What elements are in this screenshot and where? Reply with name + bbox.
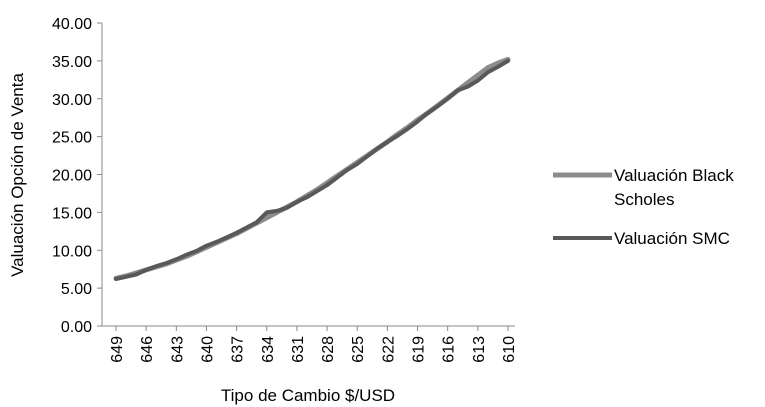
y-tick-label: 15.00 (52, 205, 92, 222)
x-tick-label: 649 (109, 336, 126, 363)
x-tick-label: 622 (380, 336, 397, 363)
y-axis-title: Valuación Opción de Venta (8, 73, 27, 277)
x-tick-label: 616 (441, 336, 458, 363)
x-tick-label: 619 (411, 336, 428, 363)
x-tick-label: 631 (290, 336, 307, 363)
x-tick-label: 625 (350, 336, 367, 363)
x-tick-label: 643 (169, 336, 186, 363)
x-axis-title: Tipo de Cambio $/USD (221, 386, 395, 405)
legend-label-black-scholes: Valuación Black Scholes (614, 166, 734, 209)
y-tick-label: 35.00 (52, 54, 92, 71)
legend-label-smc: Valuación SMC (614, 229, 730, 248)
y-tick-label: 10.00 (52, 243, 92, 260)
y-tick-label: 5.00 (61, 281, 92, 298)
y-tick-label: 40.00 (52, 16, 92, 33)
x-axis-ticks: 649 646 643 640 637 634 631 628 625 622 619 616 613 6… (109, 326, 518, 363)
y-tick-label: 30.00 (52, 92, 92, 109)
y-tick-label: 20.00 (52, 168, 92, 185)
x-tick-label: 610 (501, 336, 518, 363)
plot-area (113, 56, 511, 281)
y-tick-label: 25.00 (52, 130, 92, 147)
series-line-smc (114, 58, 510, 281)
x-tick-label: 634 (260, 336, 277, 363)
y-axis-ticks: 0.00 5.00 10.00 15.00 20.00 25.00 30.00 35.00 40… (52, 16, 102, 336)
x-tick-label: 640 (199, 336, 216, 363)
series-line-black-scholes (113, 56, 511, 281)
y-tick-label: 0.00 (61, 319, 92, 336)
x-tick-label: 628 (320, 336, 337, 363)
x-tick-label: 646 (139, 336, 156, 363)
x-tick-label: 613 (471, 336, 488, 363)
legend: Valuación Black Scholes Valuación SMC (553, 166, 734, 248)
x-tick-label: 637 (230, 336, 247, 363)
